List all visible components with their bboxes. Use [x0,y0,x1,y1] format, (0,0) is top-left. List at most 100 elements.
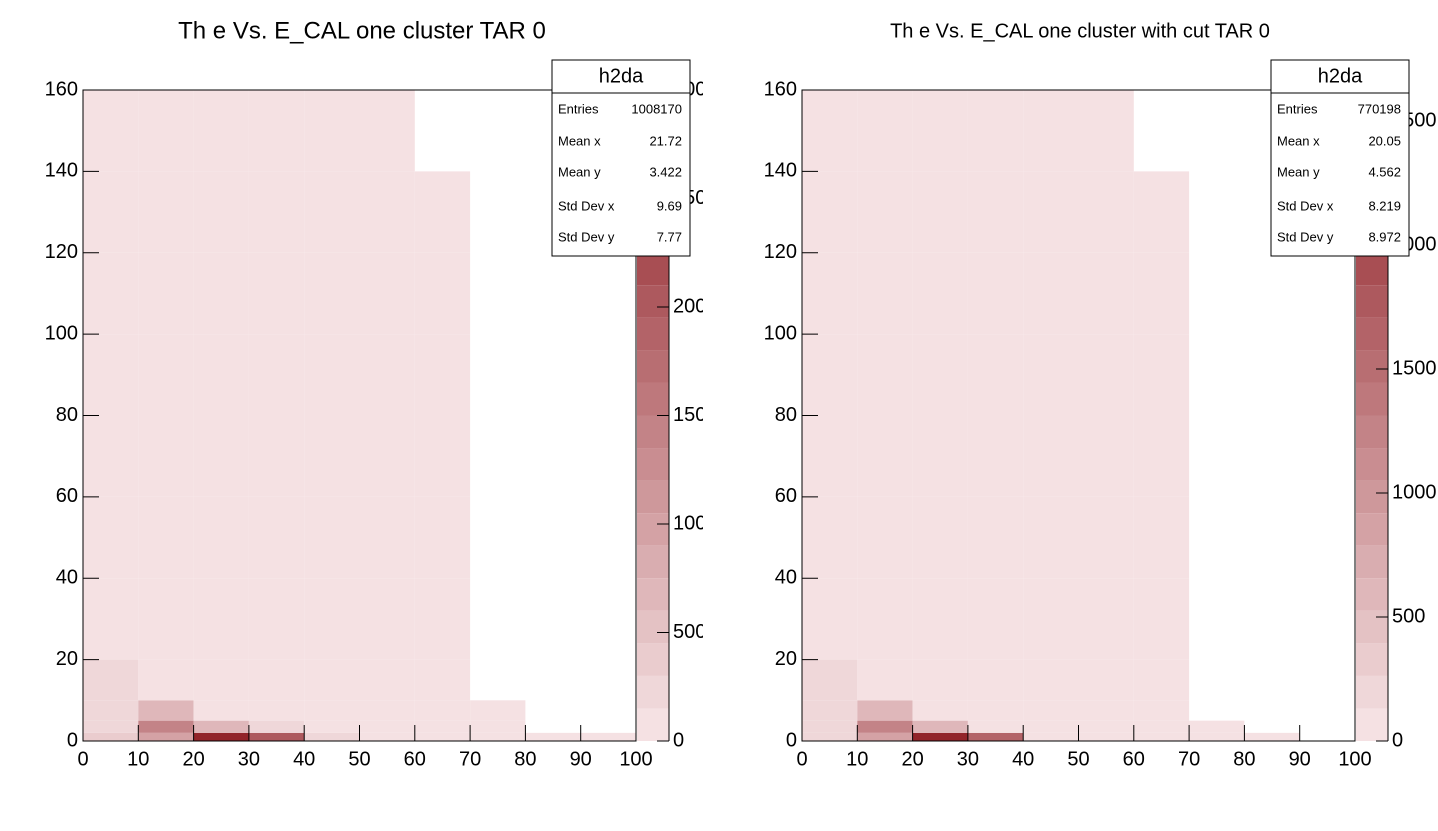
heat-cell [193,252,249,335]
heat-cell [414,334,471,416]
stats-value: 8.219 [1368,198,1401,213]
heat-cell [470,720,526,733]
heat-cell [912,578,968,660]
y-tick-label: 120 [45,241,78,263]
heat-cell [83,578,139,660]
palette-level [637,610,669,644]
palette-level [1356,382,1388,416]
heat-cell [1023,732,1079,741]
stats-box [1270,59,1410,257]
heat-cell [304,171,360,253]
stats-value: 770198 [1358,101,1401,116]
heat-cell [1023,720,1079,733]
heat-cell [304,90,360,172]
stats-label: Std Dev x [558,198,615,213]
chart-title: Th e Vs. E_CAL one cluster with cut TAR … [890,20,1270,42]
heat-cell [525,732,581,741]
heat-cell [912,496,968,579]
heat-cell [1078,496,1134,579]
x-tick-label: 10 [127,748,149,770]
heat-cell [1023,252,1079,335]
stats-title: h2da [1318,65,1363,87]
heat-cell [83,659,139,701]
heat-cell [304,415,360,497]
palette-level [1356,578,1388,611]
x-tick-label: 100 [619,748,652,770]
heat-cell [967,659,1024,701]
heat-cell [359,90,415,172]
palette-level [1356,285,1388,318]
heat-cell [857,496,913,579]
heat-cell [138,496,194,579]
heat-cell [470,700,526,721]
heat-cell [248,252,305,335]
heat-cell [248,496,305,579]
heat-cell [248,659,305,701]
stats-value: 20.05 [1368,133,1401,148]
heat-cell [138,252,194,335]
x-tick-label: 40 [293,748,315,770]
heat-cell [248,334,305,416]
palette-level [1356,610,1388,644]
x-tick-label: 90 [1289,748,1311,770]
palette-level [1356,252,1388,286]
heat-cell [414,720,471,733]
heat-cell [857,659,913,701]
heat-cell [1133,659,1190,701]
heat-cell [967,720,1024,733]
heat-cell [470,732,526,741]
heat-cell [193,700,249,721]
heat-cell [1078,732,1134,741]
x-tick-label: 60 [1123,748,1145,770]
heat-cell [1078,659,1134,701]
heat-cell [1133,252,1190,335]
palette-level [637,285,669,318]
heat-cell [1133,334,1190,416]
y-tick-label: 160 [764,78,797,100]
heat-cell [248,578,305,660]
heat-cell [248,732,305,741]
heat-cell [359,720,415,733]
z-tick-label: 1000 [673,512,718,534]
heat-cell [359,415,415,497]
palette-level [637,415,669,449]
x-tick-label: 70 [459,748,481,770]
palette-level [1356,513,1388,546]
heat-cell [83,496,139,579]
heat-cell [1133,496,1190,579]
palette-level [1356,317,1388,351]
y-tick-label: 0 [67,729,78,751]
x-tick-label: 0 [77,748,88,770]
y-tick-label: 160 [45,78,78,100]
heat-cell [138,415,194,497]
heat-cell [359,171,415,253]
heat-cell [138,700,194,721]
heat-cell [83,334,139,416]
z-tick-label: 1000 [1392,481,1437,503]
heat-cell [802,720,858,733]
y-tick-label: 100 [45,322,78,344]
palette-level [1356,480,1388,514]
heat-cell [138,171,194,253]
heat-cell [967,578,1024,660]
heat-cell [802,334,858,416]
heat-cell [1023,700,1079,721]
heat-cell [359,700,415,721]
heat-cell [912,334,968,416]
x-tick-label: 80 [514,748,536,770]
heat-cell [1078,415,1134,497]
heat-cell [1078,90,1134,172]
heat-cell [193,720,249,733]
stats-label: Mean y [558,164,601,179]
heat-cell [802,578,858,660]
heat-cell [414,732,471,741]
y-tick-label: 100 [764,322,797,344]
heat-cell [967,415,1024,497]
palette-level [637,545,669,579]
x-tick-label: 90 [570,748,592,770]
palette-level [637,708,669,741]
heat-cell [802,732,858,741]
heat-cell [193,496,249,579]
stats-value: 3.422 [649,164,682,179]
chart-title: Th e Vs. E_CAL one cluster TAR 0 [178,17,546,44]
